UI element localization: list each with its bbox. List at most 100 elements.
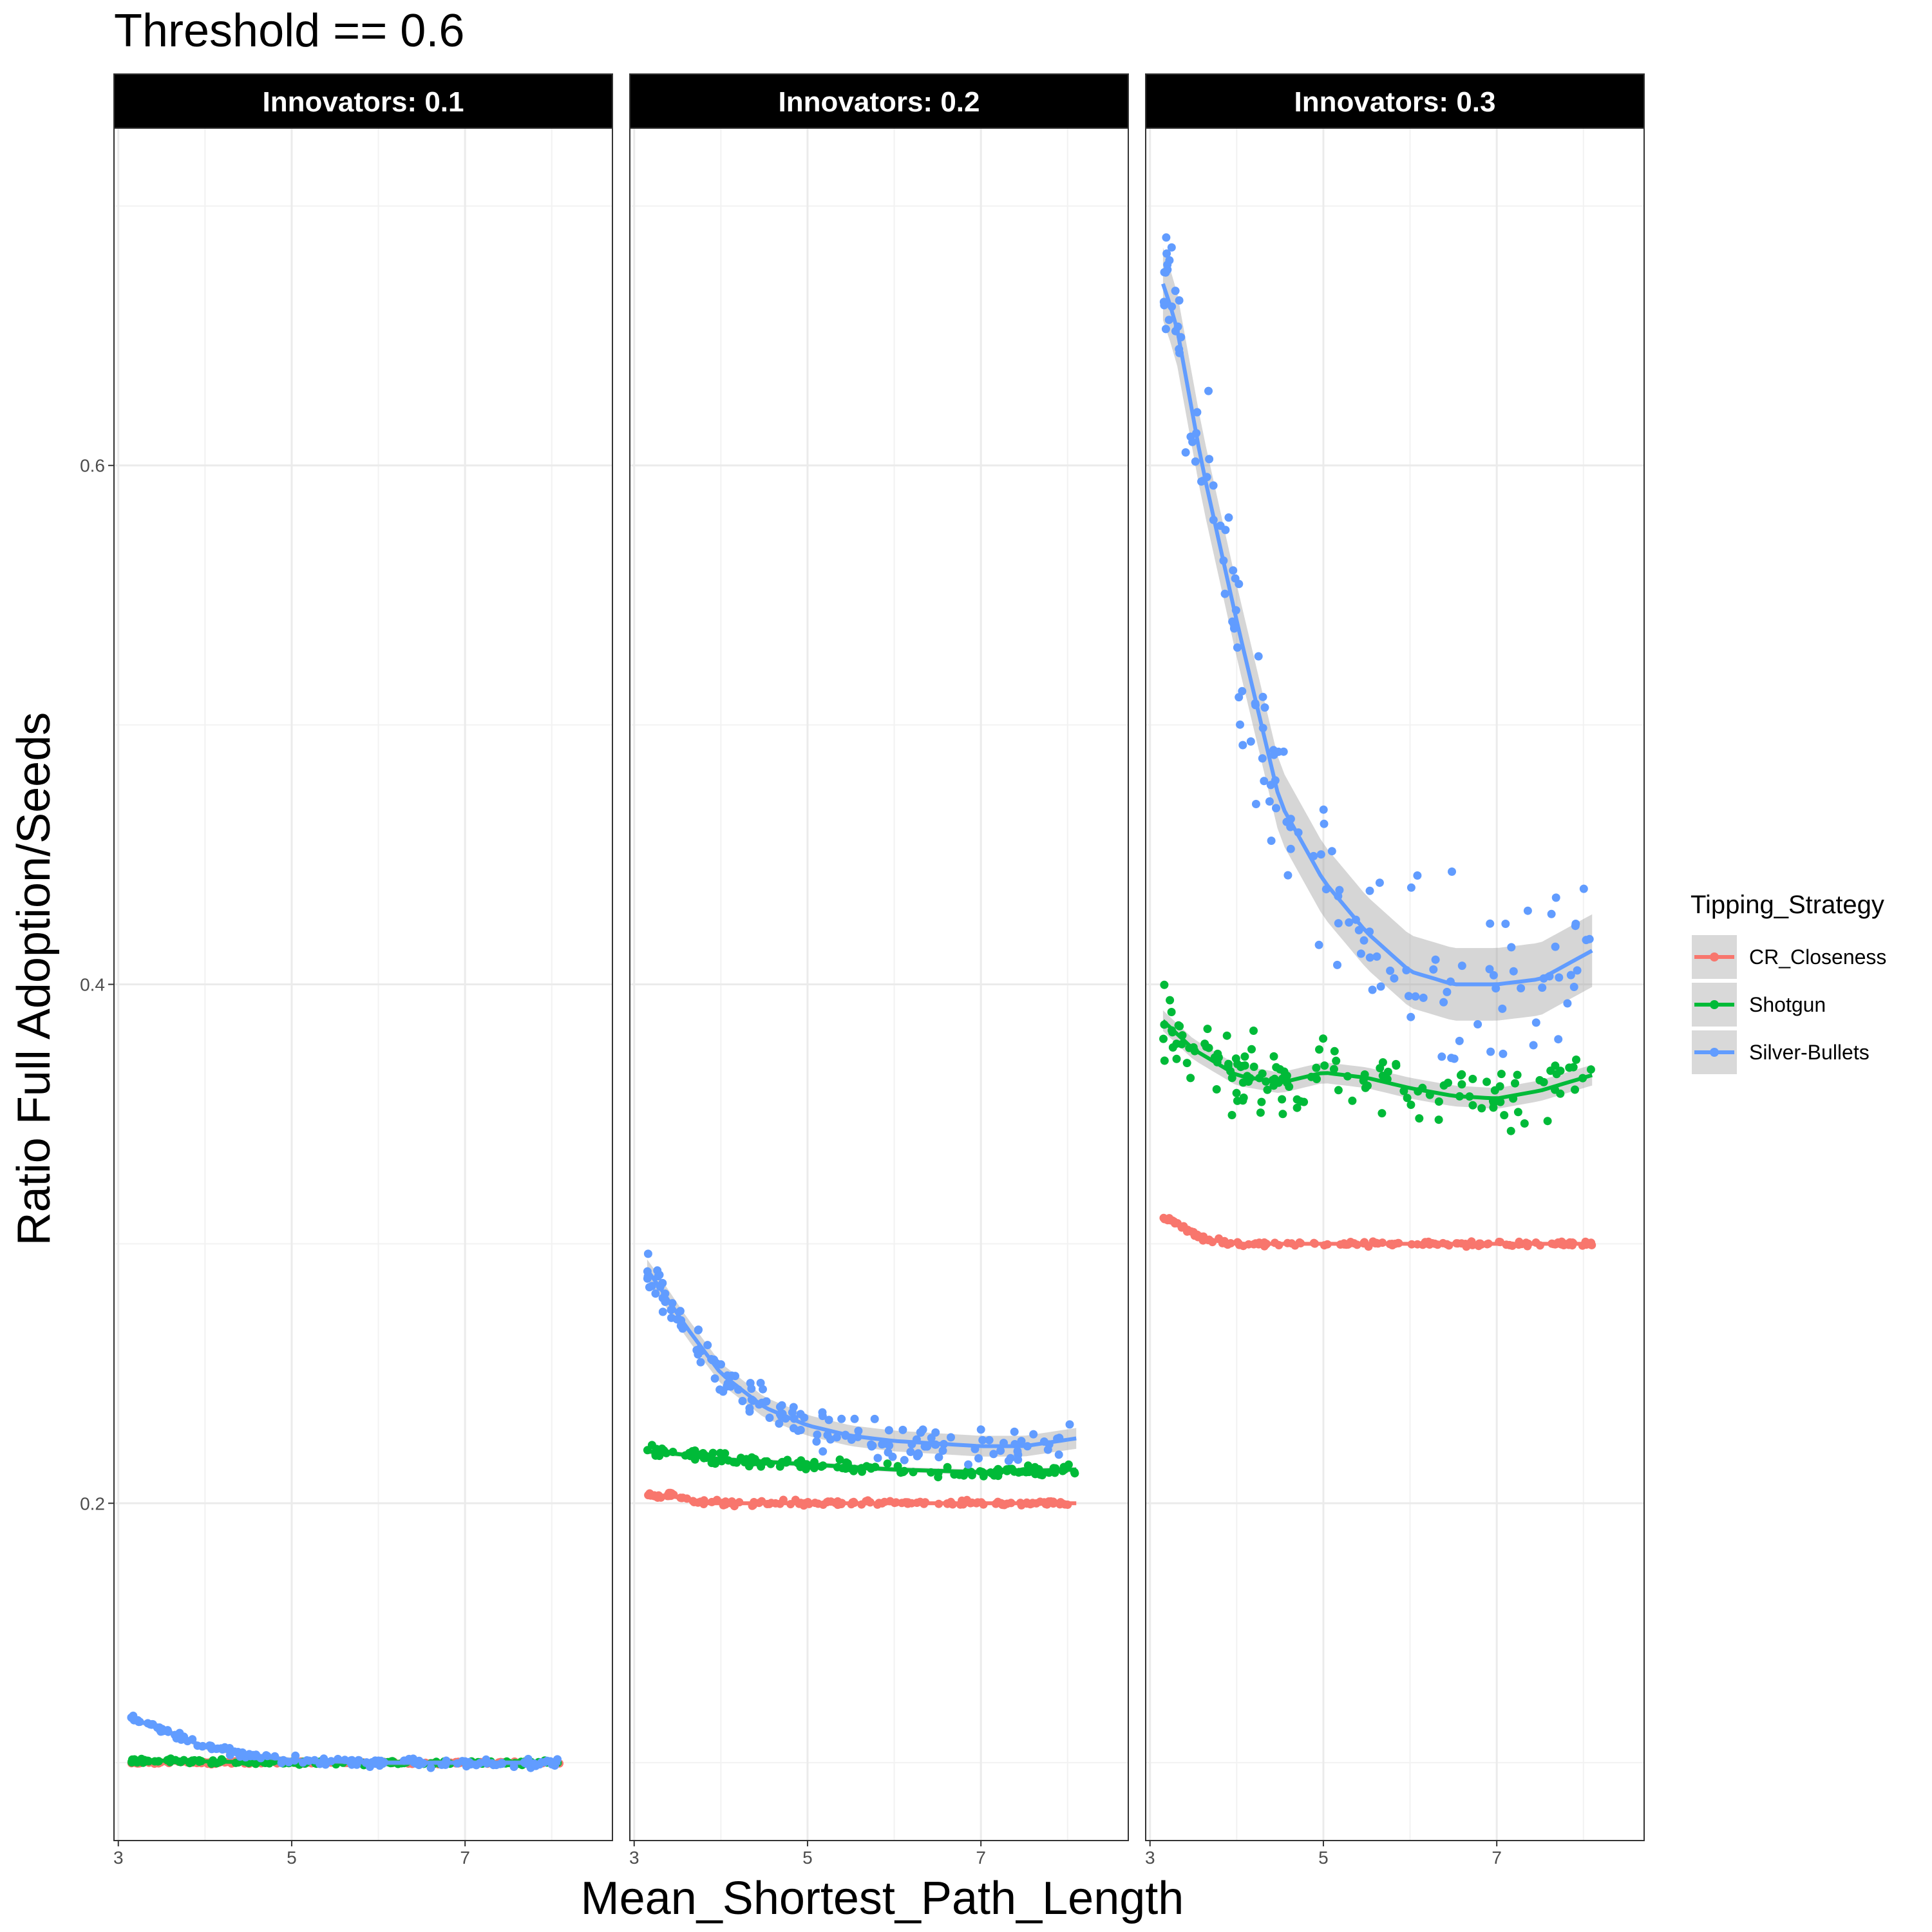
data-point — [813, 1430, 822, 1439]
smoother-line — [645, 1268, 1077, 1448]
data-point — [1205, 455, 1214, 464]
panel-border — [629, 128, 1129, 1841]
data-point — [1507, 943, 1516, 952]
data-point — [1209, 481, 1218, 490]
data-point — [1473, 1020, 1482, 1028]
data-point — [812, 1437, 821, 1446]
data-point — [1332, 1056, 1341, 1065]
data-point — [1166, 996, 1175, 1005]
chart-title: Threshold == 0.6 — [114, 5, 464, 57]
legend-entry: Shotgun — [1692, 983, 1826, 1027]
data-point — [1239, 1094, 1248, 1102]
data-point — [1269, 1052, 1278, 1061]
data-point — [1579, 884, 1588, 893]
data-point — [964, 1460, 972, 1469]
y-axis-title: Ratio Full Adoption/Seeds — [8, 712, 60, 1246]
facet-strip-label: Innovators: 0.3 — [1294, 86, 1496, 118]
data-point — [1236, 720, 1244, 729]
legend-label: CR_Closeness — [1749, 945, 1886, 969]
data-point — [1543, 1117, 1552, 1126]
data-point — [1024, 1461, 1032, 1470]
data-point — [1513, 1070, 1522, 1079]
data-point — [1586, 1065, 1595, 1074]
data-point — [1231, 574, 1240, 583]
data-point — [1392, 1059, 1401, 1068]
data-point — [1457, 1080, 1466, 1089]
confidence-band — [647, 1259, 1077, 1457]
data-point — [1010, 1427, 1019, 1436]
data-point — [885, 1441, 894, 1450]
data-point — [1251, 800, 1260, 808]
data-point — [1238, 741, 1247, 750]
data-point — [1330, 1046, 1339, 1056]
data-point — [1220, 589, 1229, 598]
legend-title: Tipping_Strategy — [1690, 891, 1884, 919]
data-point — [1257, 1097, 1266, 1106]
data-point — [1266, 781, 1275, 790]
data-point — [1043, 1445, 1052, 1454]
data-point — [509, 1763, 518, 1771]
data-point — [1013, 1447, 1022, 1455]
data-point — [1538, 983, 1547, 992]
data-point — [1551, 942, 1560, 951]
data-point — [291, 1751, 300, 1760]
series-silver-bullets — [643, 1249, 1077, 1469]
data-point — [1006, 1454, 1015, 1463]
data-point — [1327, 847, 1336, 856]
x-tick-label: 5 — [287, 1848, 297, 1868]
data-point — [1224, 513, 1233, 522]
data-point — [1419, 993, 1428, 1002]
data-point — [1448, 867, 1456, 876]
data-point — [1498, 1004, 1507, 1013]
data-point — [1406, 1101, 1416, 1109]
data-point — [1278, 1095, 1287, 1104]
data-point — [837, 1414, 846, 1423]
data-point — [696, 1358, 705, 1367]
data-point — [1497, 1070, 1506, 1079]
x-tick-label: 5 — [802, 1848, 813, 1868]
data-point — [1356, 949, 1365, 958]
x-tick-label: 7 — [976, 1848, 986, 1868]
data-point — [1406, 1012, 1416, 1021]
data-point — [934, 1453, 943, 1462]
legend-key-point — [1710, 1000, 1719, 1009]
data-point — [914, 1449, 923, 1458]
data-point — [1263, 1085, 1272, 1094]
data-point — [1320, 1061, 1329, 1070]
data-point — [1429, 965, 1438, 974]
data-point — [1191, 457, 1200, 466]
data-point — [947, 1433, 955, 1442]
data-point — [1315, 1045, 1323, 1054]
data-point — [1334, 1086, 1343, 1095]
data-point — [1334, 919, 1343, 928]
data-point — [1556, 1066, 1565, 1075]
data-point — [1378, 1072, 1387, 1080]
data-point — [1161, 325, 1170, 334]
x-axis-title: Mean_Shortest_Path_Length — [581, 1873, 1184, 1924]
data-point — [800, 1413, 809, 1422]
data-point — [1569, 1063, 1578, 1072]
x-tick-label: 7 — [1492, 1848, 1502, 1868]
facet-panel: Innovators: 0.2 3 5 7 — [629, 73, 1129, 1868]
data-point — [1531, 1018, 1540, 1027]
data-point — [1260, 777, 1269, 786]
data-point — [1159, 1034, 1168, 1043]
data-point — [1573, 966, 1582, 975]
data-point — [1247, 1045, 1256, 1054]
data-point — [1256, 1108, 1265, 1117]
data-point — [916, 1428, 925, 1437]
data-point — [747, 1384, 756, 1393]
y-tick-label: 0.4 — [80, 975, 105, 995]
data-point — [738, 1397, 747, 1405]
data-point — [1477, 1104, 1486, 1113]
y-tick-label: 0.2 — [80, 1493, 105, 1513]
data-point — [873, 1454, 882, 1463]
data-point — [801, 1464, 810, 1473]
data-point — [898, 1425, 907, 1434]
data-point — [1406, 883, 1416, 892]
data-point — [1254, 652, 1263, 661]
facet-strip — [113, 73, 613, 129]
data-point — [1403, 1094, 1412, 1103]
data-point — [1160, 980, 1169, 989]
smoother-line — [1161, 283, 1593, 987]
